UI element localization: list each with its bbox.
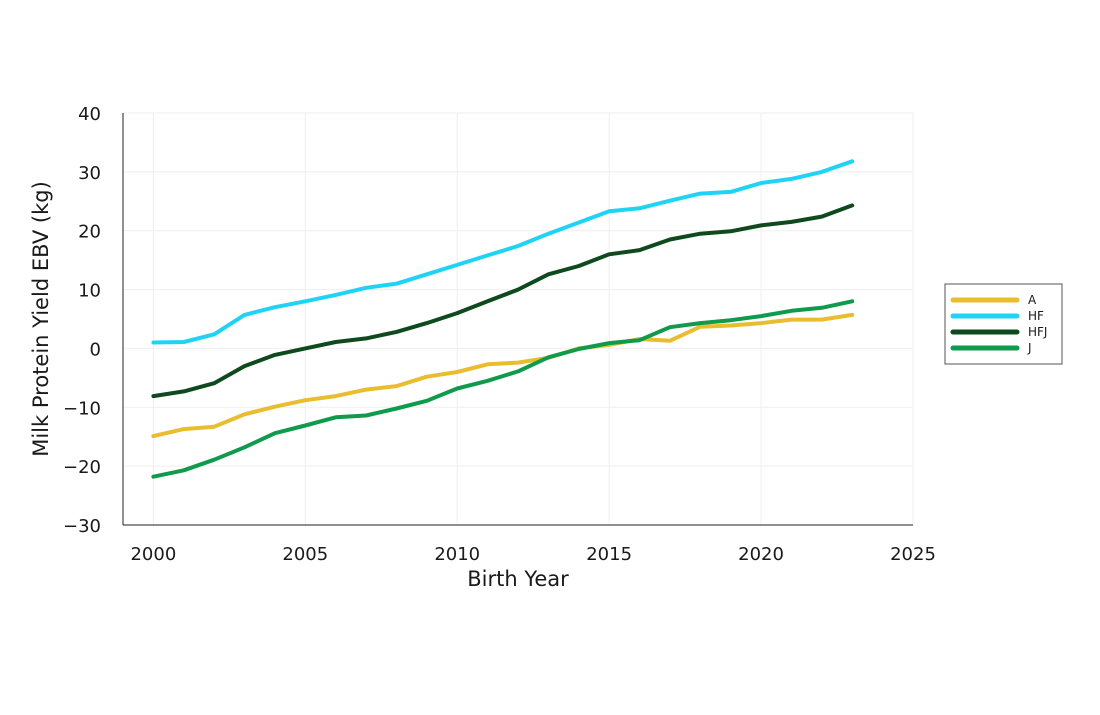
y-tick-labels: −30 −20 −10 0 10 20 30 40 (63, 104, 101, 537)
y-tick-label: 20 (78, 222, 101, 243)
y-tick-label: 40 (78, 104, 101, 125)
y-axis-title: Milk Protein Yield EBV (kg) (29, 181, 53, 457)
legend-label-hfj: HFJ (1028, 325, 1047, 339)
y-tick-label: −20 (63, 457, 101, 478)
x-tick-label: 2020 (738, 544, 784, 565)
series-line-j (151, 299, 855, 479)
axes (122, 113, 913, 526)
x-tick-label: 2010 (434, 544, 480, 565)
y-tick-label: −10 (63, 398, 101, 419)
y-tick-label: −30 (63, 516, 101, 537)
x-tick-label: 2015 (586, 544, 632, 565)
series-line-hf (151, 159, 855, 345)
legend-label-a: A (1028, 293, 1037, 307)
x-tick-labels: 2000 2005 2010 2015 2020 2025 (130, 544, 935, 565)
x-tick-label: 2005 (282, 544, 328, 565)
series-line-a (151, 312, 855, 439)
y-tick-label: 10 (78, 281, 101, 302)
legend-label-hf: HF (1028, 309, 1044, 323)
x-axis-title: Birth Year (467, 567, 569, 591)
legend-label-j: J (1027, 341, 1032, 355)
y-tick-label: 30 (78, 163, 101, 184)
series-line-hfj (151, 203, 855, 399)
legend: A HF HFJ J (944, 283, 1063, 365)
series-lines (151, 159, 855, 479)
y-tick-label: 0 (90, 339, 101, 360)
x-tick-label: 2025 (890, 544, 936, 565)
legend-box (944, 283, 1063, 365)
x-tick-label: 2000 (130, 544, 176, 565)
